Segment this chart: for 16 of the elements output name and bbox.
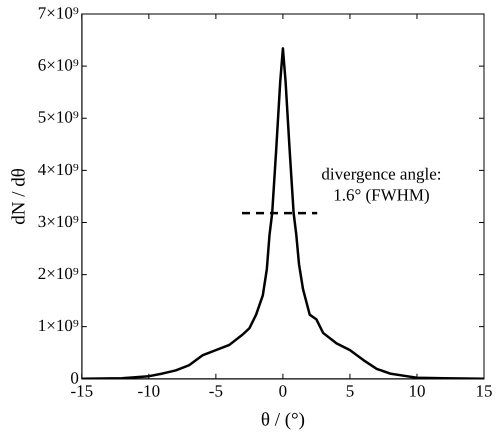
x-tick-label: -5 [208,381,223,400]
y-axis-title: dN / dθ [8,168,30,225]
annotation: divergence angle: 1.6° (FWHM) [321,164,442,204]
y-tick-label: 4×10⁹ [38,160,79,179]
y-tick-label: 7×10⁹ [38,3,79,22]
x-tick-label: 10 [408,381,426,400]
x-tick-label: 0 [278,381,288,400]
x-tick-label: 5 [346,381,354,400]
y-tick-label: 5×10⁹ [38,108,79,127]
y-tick-label: 2×10⁹ [38,264,79,284]
x-axis-title: θ / (°) [260,410,305,431]
y-tick-label: 6×10⁹ [38,56,79,75]
y-tick-label: 1×10⁹ [38,316,79,336]
x-tick-label: 15 [476,381,492,400]
y-tick-label: 3×10⁹ [38,212,79,231]
x-tick-label: -10 [138,381,160,400]
